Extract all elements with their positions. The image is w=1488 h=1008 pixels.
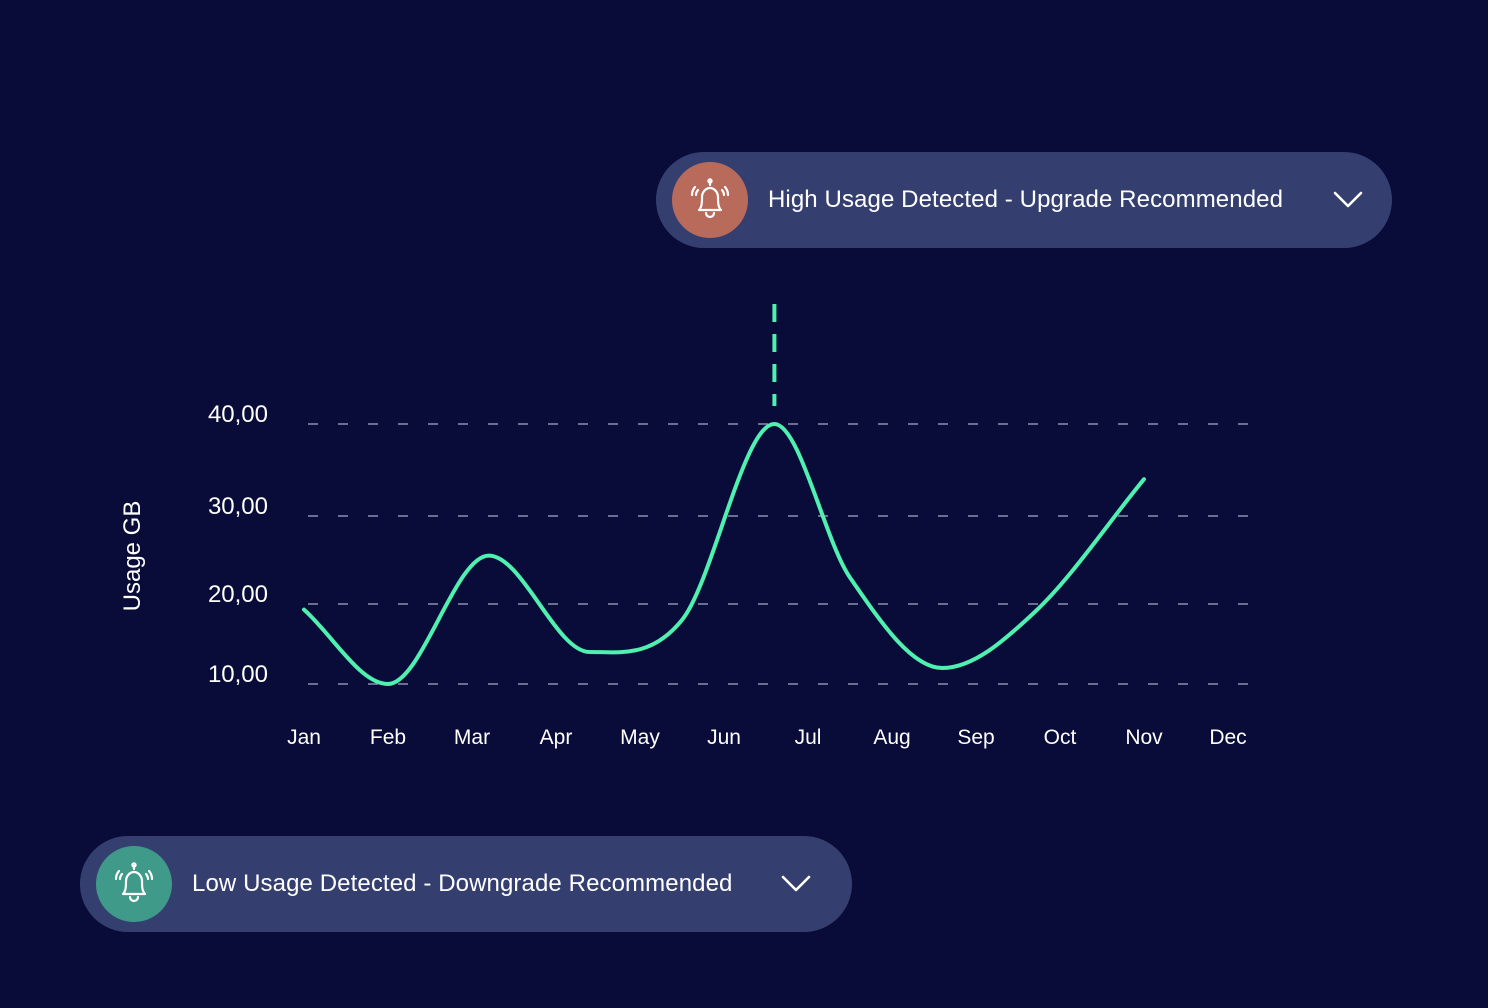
- x-tick-label: Feb: [370, 726, 406, 749]
- y-tick-label: 20,00: [208, 581, 268, 608]
- grid-lines: [308, 423, 1252, 685]
- high-alert-icon-badge: [672, 162, 748, 238]
- low-usage-alert[interactable]: Low Usage Detected - Downgrade Recommend…: [80, 836, 852, 932]
- x-tick-label: Jun: [707, 726, 741, 749]
- y-tick-labels: 10,00 20,00 30,00 40,00: [208, 401, 268, 688]
- low-alert-icon-badge: [96, 846, 172, 922]
- y-tick-label: 30,00: [208, 493, 268, 520]
- x-tick-label: Jul: [795, 726, 822, 749]
- high-usage-alert[interactable]: High Usage Detected - Upgrade Recommende…: [656, 152, 1392, 248]
- y-tick-label: 40,00: [208, 401, 268, 428]
- x-tick-labels: Jan Feb Mar Apr May Jun Jul Aug Sep Oct Nov Dec: [287, 726, 1247, 749]
- low-alert-text: Low Usage Detected - Downgrade Recommend…: [192, 870, 733, 897]
- bell-icon: [114, 862, 154, 903]
- high-alert-text: High Usage Detected - Upgrade Recommende…: [768, 186, 1284, 213]
- x-tick-label: Sep: [957, 726, 994, 749]
- bell-icon: [690, 178, 730, 219]
- x-tick-label: Mar: [454, 726, 490, 749]
- x-tick-label: Apr: [540, 726, 573, 749]
- x-tick-label: Aug: [873, 726, 910, 749]
- x-tick-label: Jan: [287, 726, 321, 749]
- x-tick-label: May: [620, 726, 660, 749]
- series-line-usage: [302, 421, 1146, 687]
- chevron-down-icon[interactable]: [778, 866, 814, 902]
- x-tick-label: Oct: [1044, 726, 1077, 749]
- x-tick-label: Dec: [1209, 726, 1246, 749]
- y-tick-label: 10,00: [208, 661, 268, 688]
- y-axis-label: Usage GB: [119, 501, 146, 612]
- x-tick-label: Nov: [1125, 726, 1163, 749]
- chevron-down-icon[interactable]: [1330, 182, 1366, 218]
